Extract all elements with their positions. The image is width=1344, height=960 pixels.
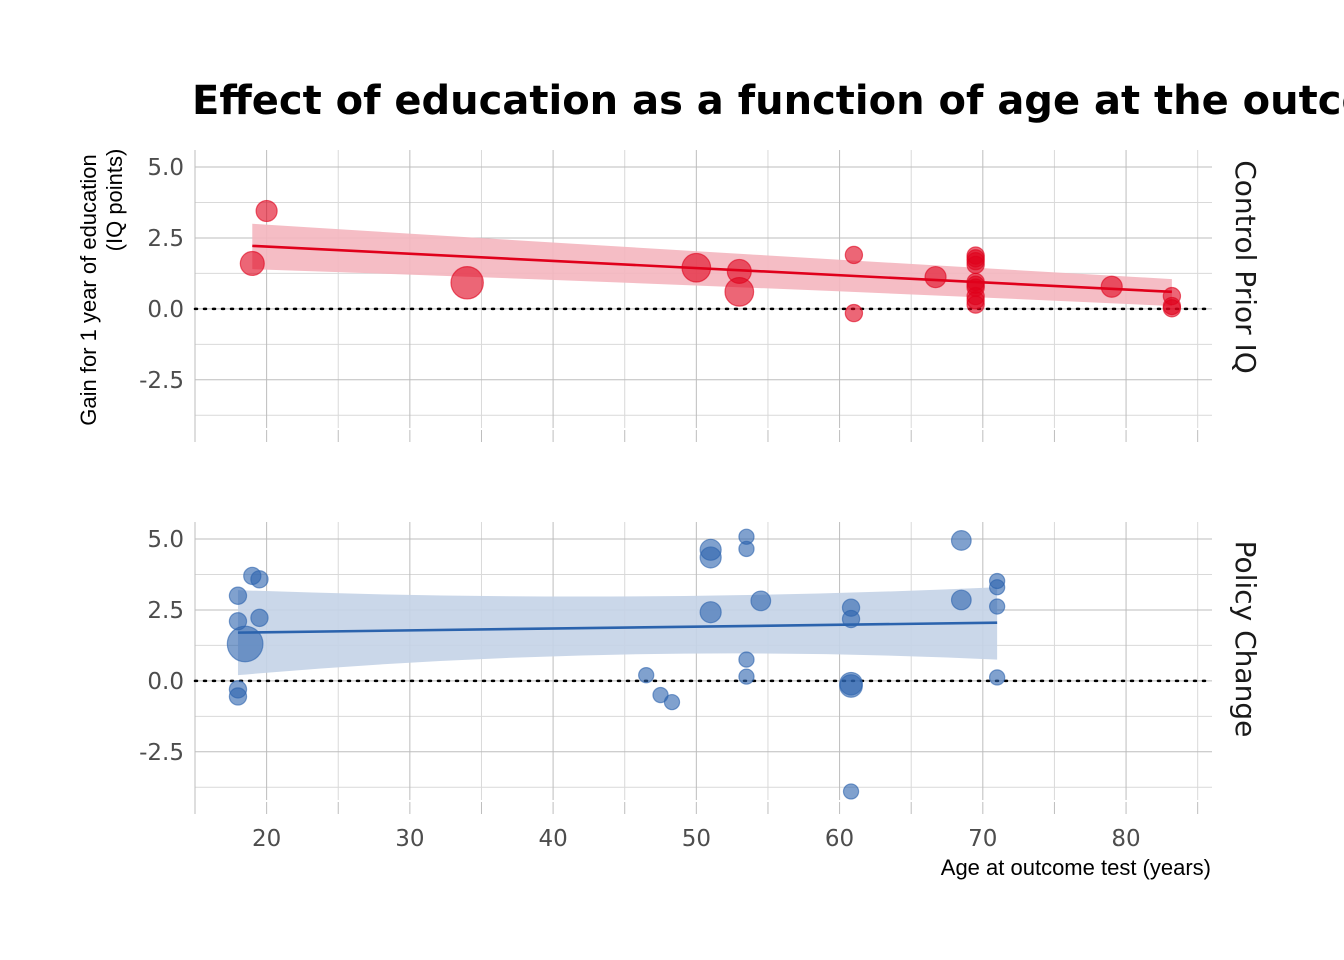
data-point: [239, 250, 265, 277]
data-point: [638, 667, 655, 684]
data-point: [228, 687, 248, 706]
data-point: [844, 303, 864, 323]
confidence-band: [252, 223, 1172, 307]
data-point: [988, 598, 1006, 615]
data-point: [844, 245, 864, 265]
data-point: [988, 669, 1006, 686]
x-tick-label: 60: [825, 826, 854, 852]
facet-label: Policy Change: [1229, 541, 1262, 738]
data-point: [699, 601, 722, 624]
x-tick-label: 20: [252, 826, 281, 852]
data-point: [250, 608, 269, 628]
data-point: [950, 530, 972, 551]
chart-title: Effect of education as a function of age…: [192, 78, 1344, 124]
y-tick-label: 2.5: [147, 598, 184, 624]
panels: 5.0 2.5 0.0 -2.5 Control Prior IQ 5.0 2.5 0.0 -2…: [139, 150, 1262, 852]
confidence-band: [237, 587, 998, 676]
data-point: [966, 255, 985, 275]
data-point: [228, 586, 248, 605]
facet-label: Control Prior IQ: [1229, 160, 1262, 374]
data-point: [1162, 299, 1182, 318]
y-tick-label: 0.0: [147, 669, 184, 695]
x-tick-label: 40: [538, 826, 567, 852]
data-point: [450, 265, 484, 300]
data-point: [738, 540, 755, 558]
data-point: [750, 590, 772, 612]
panel-control-prior-iq: 5.0 2.5 0.0 -2.5 Control Prior IQ: [139, 150, 1262, 442]
trend-line: [252, 244, 1172, 294]
data-point: [1100, 275, 1123, 298]
data-point: [255, 199, 278, 223]
data-point: [842, 783, 860, 800]
data-point: [966, 295, 985, 314]
y-tick-label: 5.0: [147, 155, 184, 181]
data-point: [738, 668, 755, 685]
x-axis-label: Age at outcome test (years): [941, 855, 1211, 880]
data-point: [988, 579, 1006, 596]
data-point: [250, 570, 269, 589]
x-tick-label: 30: [395, 826, 424, 852]
y-tick-label: 2.5: [147, 226, 184, 252]
data-point: [663, 693, 681, 711]
data-point: [839, 674, 863, 698]
y-tick-label: 5.0: [147, 527, 184, 553]
trend-line: [237, 621, 998, 634]
y-tick-label: 0.0: [147, 297, 184, 323]
y-tick-label: -2.5: [139, 740, 184, 766]
panel-policy-change: 5.0 2.5 0.0 -2.5 Policy Change: [139, 522, 1262, 814]
y-axis-label-line2: (IQ points): [102, 149, 127, 252]
data-point: [699, 546, 722, 569]
data-point: [724, 276, 755, 307]
x-tick-label: 50: [682, 826, 711, 852]
x-tick-label: 80: [1111, 826, 1140, 852]
data-point: [950, 589, 972, 611]
y-tick-label: -2.5: [139, 368, 184, 394]
data-point: [738, 651, 755, 668]
x-tick-label: 70: [968, 826, 997, 852]
data-point: [228, 612, 248, 631]
y-axis-label-line1: Gain for 1 year of education: [76, 154, 101, 426]
data-point: [924, 265, 947, 289]
